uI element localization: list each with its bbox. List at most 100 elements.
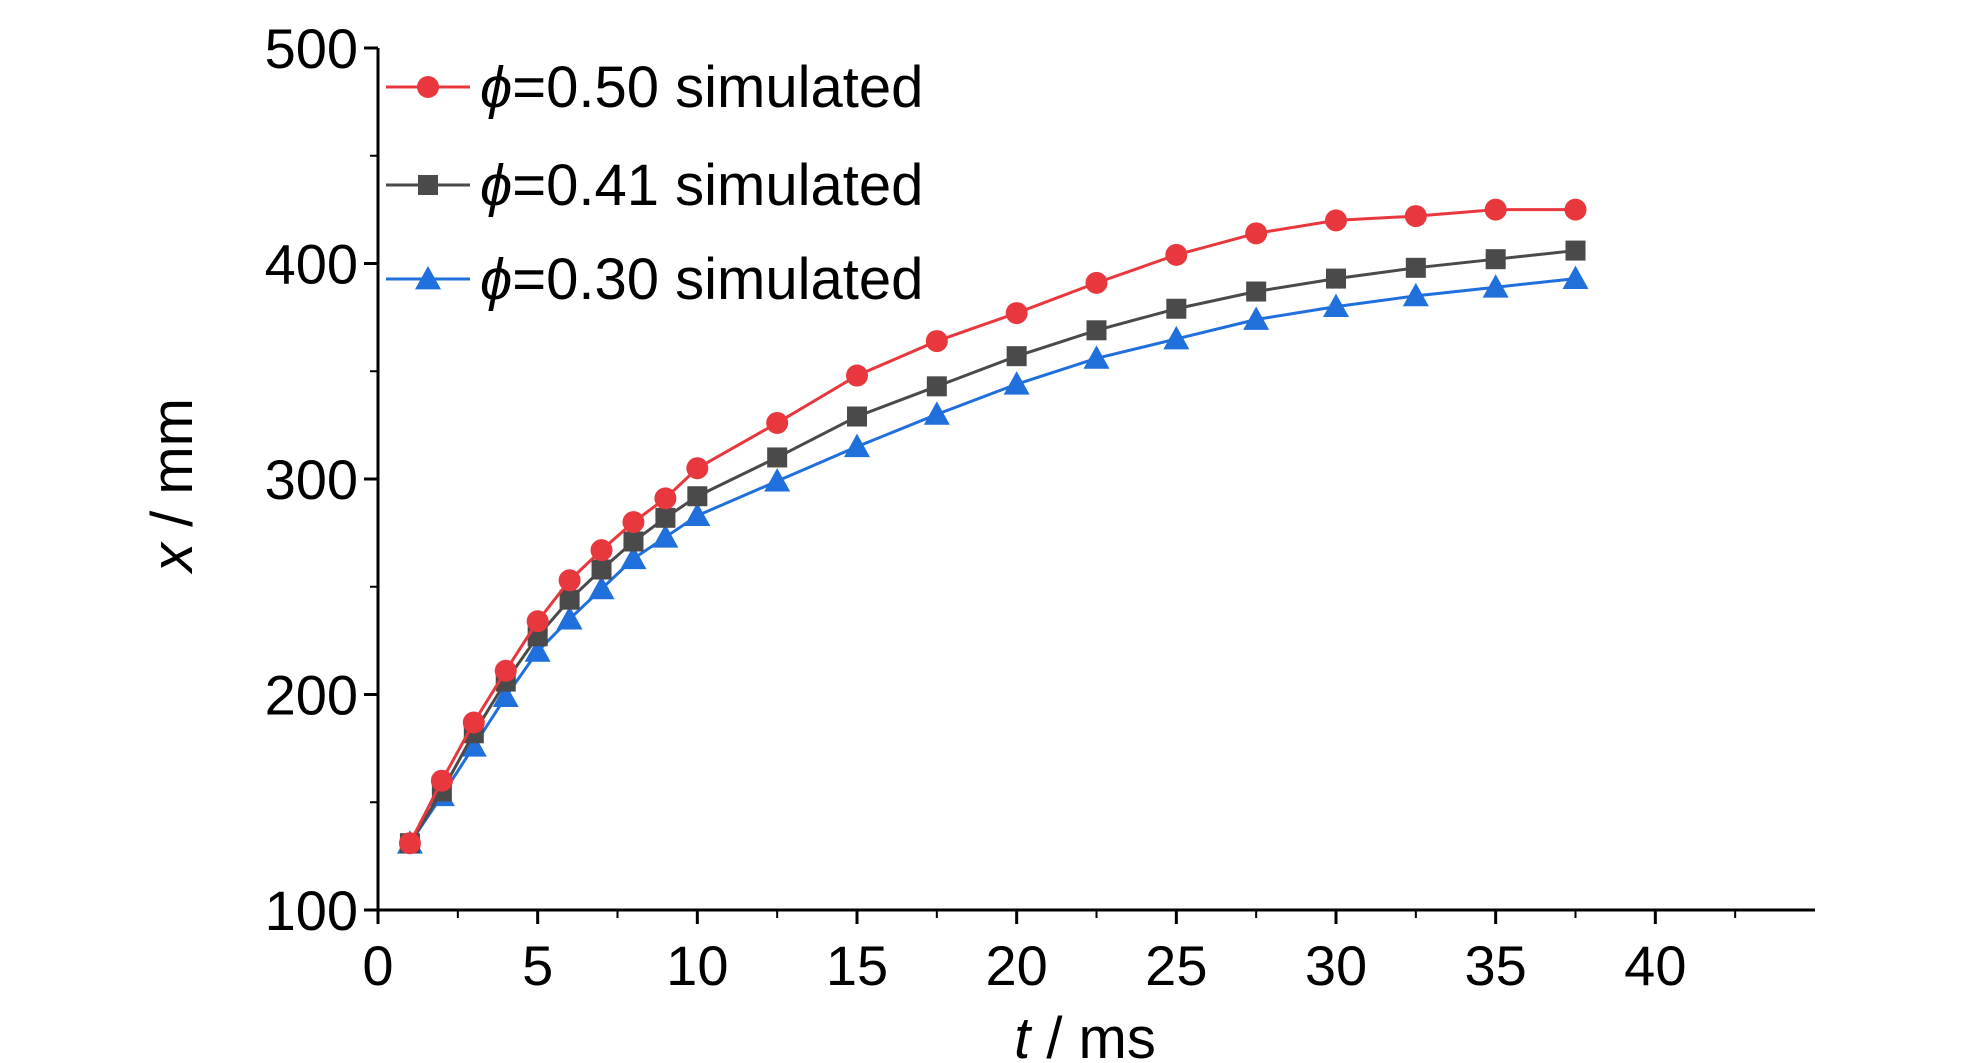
y-tick-label: 200: [265, 664, 358, 727]
x-tick-label: 35: [1465, 934, 1527, 997]
x-tick-label: 20: [986, 934, 1048, 997]
y-tick-label: 400: [265, 233, 358, 296]
series-circle: [398, 198, 1587, 855]
data-point: [844, 433, 870, 458]
x-tick-label: 5: [522, 934, 553, 997]
data-point: [460, 733, 487, 757]
data-point: [1245, 222, 1268, 245]
legend-name: =0.50 simulated: [512, 55, 923, 120]
data-point: [764, 468, 791, 492]
x-axis-var: t: [1014, 1006, 1033, 1063]
data-point: [462, 711, 485, 734]
data-point: [1003, 371, 1030, 395]
x-axis-title: t / ms: [1014, 1006, 1156, 1063]
data-point: [687, 486, 708, 507]
legend-item: ϕ=0.50 simulated: [386, 55, 923, 120]
legend-item: ϕ=0.30 simulated: [386, 247, 923, 312]
y-tick-label: 300: [265, 448, 358, 511]
legend-symbol: ϕ: [480, 153, 512, 218]
data-point: [524, 638, 551, 662]
legend-item: ϕ=0.41 simulated: [386, 153, 923, 218]
series-line: [408, 277, 1576, 845]
data-point: [652, 524, 679, 548]
data-point: [620, 545, 647, 570]
data-point: [1006, 346, 1027, 367]
legend-symbol: ϕ: [480, 247, 512, 312]
data-point: [1482, 274, 1509, 298]
data-point: [1485, 249, 1506, 270]
data-point: [923, 401, 950, 425]
data-point: [684, 502, 711, 527]
data-point: [1323, 293, 1349, 317]
series-line: [408, 249, 1576, 844]
data-point: [398, 832, 421, 855]
x-tick-label: 30: [1305, 934, 1367, 997]
data-point: [1562, 265, 1589, 289]
data-point: [1246, 281, 1267, 302]
data-point: [686, 457, 709, 480]
x-axis-unit: / ms: [1030, 1006, 1156, 1063]
data-point: [1165, 243, 1188, 266]
data-point: [847, 406, 867, 427]
legend-symbol: ϕ: [480, 55, 512, 120]
data-point: [492, 683, 519, 708]
data-point: [1404, 205, 1427, 228]
data-point: [655, 507, 676, 528]
data-point: [767, 447, 788, 468]
data-point: [558, 569, 581, 592]
series-square: [399, 240, 1586, 854]
legend-marker: [418, 175, 438, 195]
data-point: [588, 575, 615, 600]
x-tick-label: 0: [362, 934, 393, 997]
y-tick-label: 500: [265, 17, 358, 80]
data-point: [926, 376, 947, 397]
data-point: [766, 411, 789, 434]
legend-marker: [417, 76, 439, 98]
data-point: [1564, 198, 1587, 221]
data-point: [590, 539, 613, 562]
data-point: [1326, 268, 1346, 289]
y-tick-label: 100: [265, 879, 358, 942]
data-point: [1163, 325, 1190, 350]
x-tick-label: 10: [666, 934, 728, 997]
legend-label: ϕ=0.41 simulated: [480, 153, 923, 218]
data-point: [526, 610, 549, 633]
data-point: [1083, 345, 1110, 369]
x-tick-label: 15: [826, 934, 888, 997]
data-point: [1325, 209, 1347, 232]
data-point: [1086, 320, 1107, 341]
legend-label: ϕ=0.50 simulated: [480, 55, 923, 120]
data-point: [1484, 198, 1507, 221]
data-point: [1166, 298, 1187, 319]
data-point: [1405, 257, 1426, 278]
y-axis-var: x: [140, 541, 205, 575]
data-point: [1085, 271, 1108, 294]
data-point: [623, 531, 644, 552]
x-tick-label: 25: [1145, 934, 1207, 997]
series-layer: [396, 198, 1589, 855]
data-point: [622, 511, 645, 534]
x-tick-label: 40: [1624, 934, 1686, 997]
data-point: [925, 330, 948, 353]
legend-name: =0.41 simulated: [512, 153, 923, 218]
data-point: [654, 487, 677, 510]
y-axis-title: x / mm: [140, 398, 205, 575]
data-point: [1243, 306, 1270, 330]
legend-label: ϕ=0.30 simulated: [480, 247, 923, 312]
y-axis-unit: / mm: [140, 398, 205, 543]
legend-marker: [415, 266, 441, 290]
data-point: [1565, 240, 1586, 261]
data-point: [1005, 302, 1028, 325]
series-triangle: [396, 265, 1589, 854]
axes: 0 5 10 15 20 25 30 35 40 100 200 300 400 500: [265, 17, 1815, 997]
data-point: [494, 659, 517, 682]
data-point: [430, 769, 453, 792]
data-point: [591, 559, 612, 580]
data-point: [846, 364, 868, 387]
data-point: [556, 606, 583, 630]
legend-name: =0.30 simulated: [512, 247, 923, 312]
data-point: [559, 589, 580, 610]
data-point: [1402, 282, 1429, 307]
